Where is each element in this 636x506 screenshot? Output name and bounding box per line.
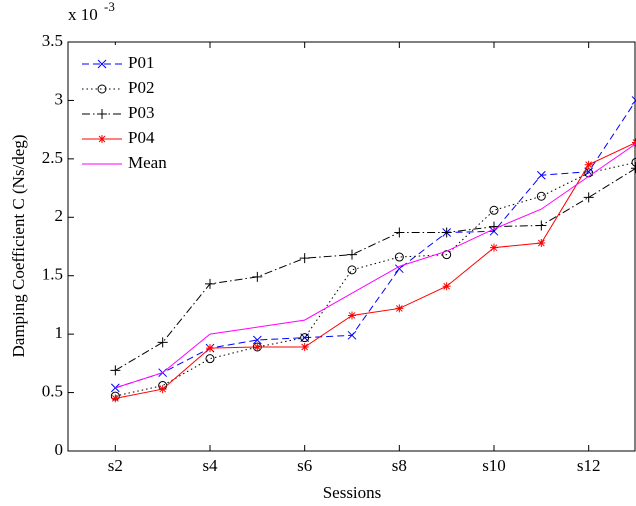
y-tick-label: 2 [55,206,64,225]
marker [347,265,357,275]
marker [347,330,357,340]
marker [489,205,499,215]
marker [348,311,356,320]
legend-label: P03 [128,103,154,122]
x-tick-label: s6 [297,456,312,475]
marker [253,342,262,351]
marker [157,337,168,348]
marker [205,354,215,364]
y-tick-label: 1.5 [42,265,63,284]
marker [98,135,106,143]
marker [206,344,214,353]
y-tick-label: 3.5 [42,31,63,50]
marker [300,342,309,351]
marker [441,227,452,238]
marker [583,192,594,203]
x-tick-label: s4 [202,456,218,475]
legend-label: P02 [128,78,154,97]
marker [300,333,310,343]
y-multiplier: x 10 [68,5,98,24]
marker [97,84,107,94]
marker [97,59,107,69]
x-tick-label: s8 [392,456,407,475]
y-tick-label: 3 [55,89,64,108]
marker [536,191,546,201]
marker [205,278,215,289]
x-tick-label: s12 [577,456,601,475]
y-multiplier-exponent: -3 [104,0,115,14]
series-line [115,100,636,389]
legend-label: Mean [128,153,167,172]
x-tick-label: s10 [482,456,506,475]
y-axis-label: Damping Coefficient C (Ns/deg) [9,134,28,357]
marker [252,271,263,282]
x-axis-label: Sessions [323,483,382,502]
x-tick-label: s2 [108,456,123,475]
marker [631,157,636,167]
marker [536,220,547,231]
series-line [115,143,636,389]
marker [97,109,107,119]
marker [110,365,121,376]
marker [490,243,498,252]
marker [111,394,120,403]
marker [489,221,499,232]
marker [347,249,357,260]
marker [395,304,404,313]
y-tick-label: 0.5 [42,381,63,400]
legend-label: P04 [128,128,155,147]
legend-label: P01 [128,53,154,72]
marker [584,160,593,169]
y-tick-label: 2.5 [42,148,63,167]
marker [158,385,167,394]
legend: P01 P02 P03 P04 Mean [76,45,208,179]
marker [442,282,451,291]
marker [394,264,404,274]
y-tick-label: 0 [55,440,64,459]
series-line [115,142,636,399]
marker [631,96,636,105]
marker [631,163,636,174]
y-tick-label: 1 [55,323,64,342]
marker [394,227,405,238]
marker [537,238,546,247]
series-line [115,161,636,397]
marker [394,252,404,262]
marker [252,335,262,345]
plot-lines [110,96,636,403]
marker [536,170,546,180]
marker [110,383,120,393]
marker [299,253,310,264]
